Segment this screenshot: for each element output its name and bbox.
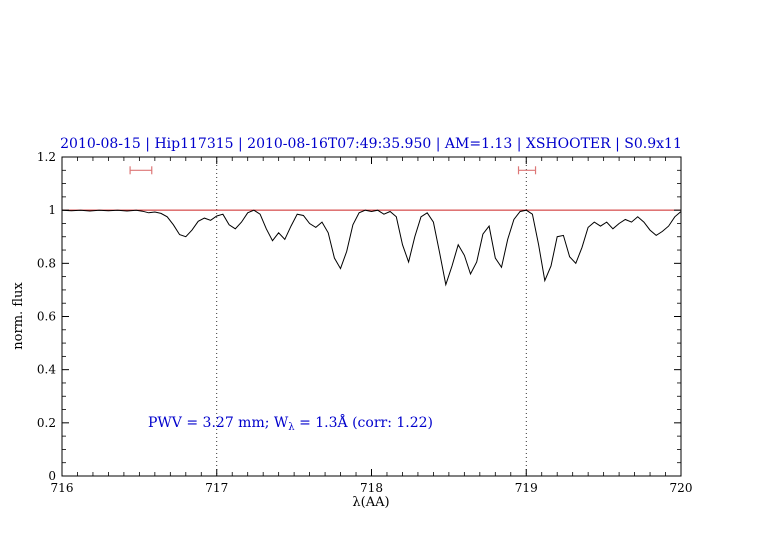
y-axis-label: norm. flux [11,282,26,350]
annotation-text-tail: = 1.3Å (corr: 1.22) [295,413,433,431]
y-tick-label: 0.4 [37,363,56,377]
x-tick-label: 718 [360,481,383,495]
x-tick-label: 719 [515,481,538,495]
annotation-text: PWV = 3.27 mm; W [148,415,289,431]
y-tick-label: 1 [48,203,56,217]
x-tick-label: 720 [670,481,693,495]
y-tick-label: 1.2 [37,150,56,164]
chart-title: 2010-08-15 | Hip117315 | 2010-08-16T07:4… [60,136,682,152]
spectrum-line [61,209,682,287]
y-tick-label: 0 [48,469,56,483]
y-tick-label: 0.2 [37,416,56,430]
x-tick-label: 717 [205,481,228,495]
y-tick-label: 0.6 [37,310,56,324]
x-axis-label: λ(AA) [352,495,389,510]
plot-area: 716 717 718 719 720 0 0.2 0.4 0.6 0.8 1 1.2 [37,150,693,495]
pwv-annotation: PWV = 3.27 mm; Wλ = 1.3Å (corr: 1.22) [148,413,433,433]
x-tick-label: 716 [51,481,74,495]
annotation-lambda-subscript: λ [288,422,295,433]
y-tick-label: 0.8 [37,256,56,270]
